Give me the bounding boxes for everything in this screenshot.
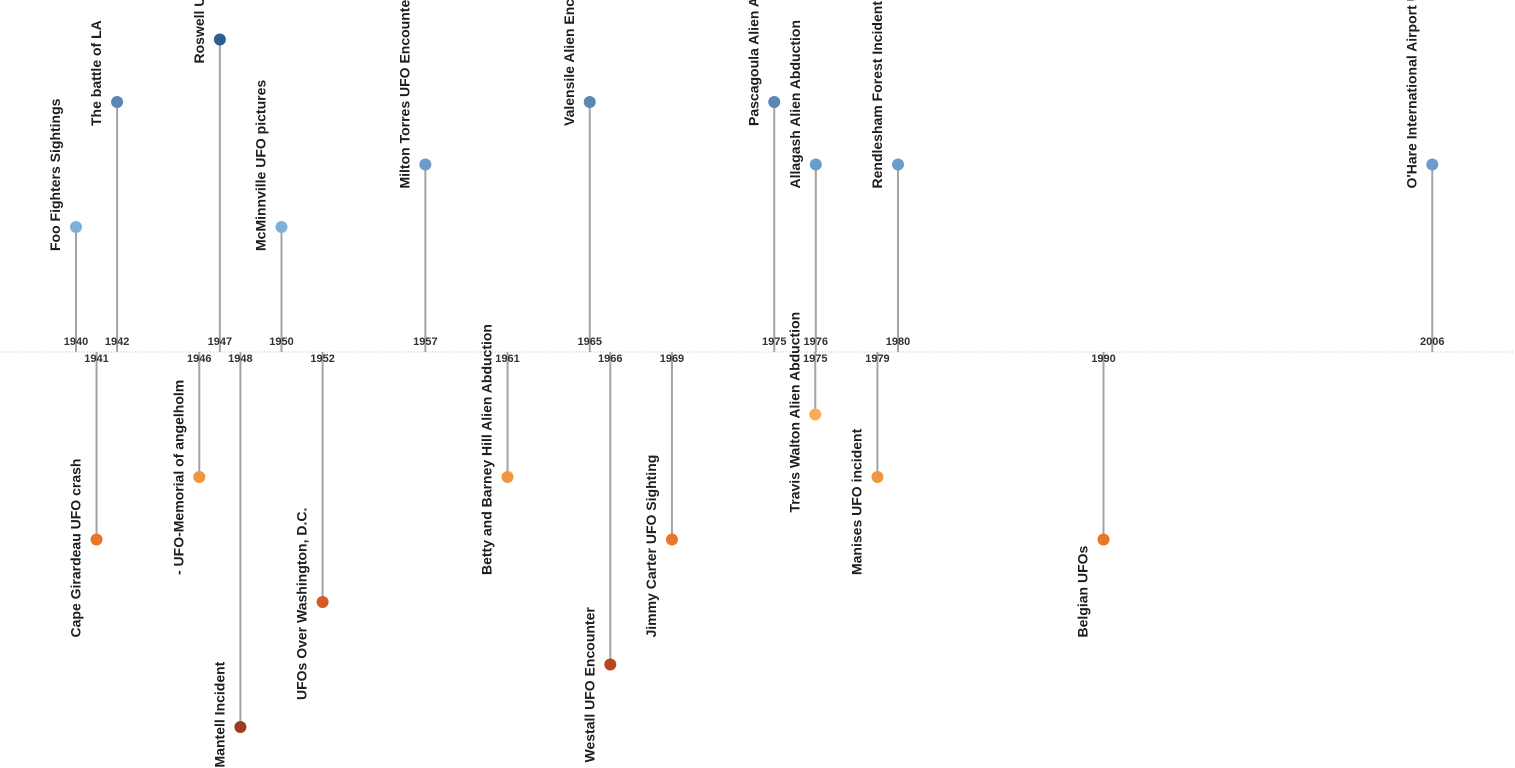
event-10-label: Valensile Alien Encounter (561, 0, 577, 126)
event-9-year: 1961 (495, 353, 519, 365)
event-1-year: 1941 (84, 353, 108, 365)
event-14-dot (809, 408, 822, 421)
event-16-label: Manises UFO incident (848, 428, 864, 575)
event-2-dot (111, 96, 124, 108)
event-19-label: O'Hare International Airport UFO Sightin… (1403, 0, 1419, 189)
event-5-year: 1948 (228, 353, 252, 365)
event-7-dot (316, 596, 329, 608)
event-15-dot (809, 158, 822, 171)
event-9-label: Betty and Barney Hill Alien Abduction (479, 324, 495, 575)
event-11-label: Westall UFO Encounter (581, 607, 597, 763)
event-14-year: 1975 (803, 353, 827, 365)
event-11-dot (604, 658, 617, 671)
event-6-year: 1950 (269, 336, 293, 348)
event-11-year: 1966 (598, 353, 622, 365)
event-3-dot (193, 471, 206, 483)
event-0-dot (70, 221, 82, 233)
event-8-label: Milton Torres UFO Encounter (396, 0, 412, 189)
event-17-dot (892, 158, 904, 171)
event-19-dot (1426, 158, 1439, 171)
event-13-label: Pascagoula Alien Abduction (745, 0, 761, 126)
event-15-year: 1976 (804, 336, 828, 348)
event-8-dot (419, 158, 432, 171)
event-9-dot (501, 471, 514, 483)
event-4-year: 1947 (208, 336, 232, 348)
timeline-events: 1940 Foo Fighters Sightings 1941 Cape Girar… (47, 0, 1445, 768)
event-4-label: Roswell UFO Crash (191, 0, 207, 64)
event-15-label: Allagash Alien Abduction (787, 20, 803, 189)
event-12-dot (665, 533, 678, 546)
event-5-dot (234, 721, 247, 733)
event-1-dot (90, 533, 103, 546)
event-16-dot (871, 471, 884, 483)
event-6-label: McMinnville UFO pictures (253, 80, 269, 251)
event-0-label: Foo Fighters Sightings (47, 98, 63, 251)
event-10-dot (583, 96, 596, 108)
event-4-dot (213, 33, 226, 46)
event-12-label: Jimmy Carter UFO Sighting (643, 455, 659, 638)
event-19-year: 2006 (1420, 336, 1444, 348)
event-16-year: 1979 (865, 353, 889, 365)
event-0-year: 1940 (64, 336, 88, 348)
event-10-year: 1965 (578, 336, 602, 348)
event-2-label: The battle of LA (88, 20, 104, 126)
event-7-label: UFOs Over Washington, D.C. (294, 508, 310, 700)
event-13-dot (768, 96, 781, 108)
event-3-label: - UFO-Memorial of angelholm (170, 380, 186, 575)
event-6-dot (275, 221, 288, 233)
event-17-label: Rendlesham Forest Incident (869, 1, 885, 189)
event-12-year: 1969 (660, 353, 684, 365)
event-18-label: Belgian UFOs (1075, 545, 1091, 637)
event-7-year: 1952 (310, 353, 334, 365)
event-14-label: Travis Walton Alien Abduction (786, 312, 802, 513)
event-3-year: 1946 (187, 353, 211, 365)
event-5-label: Thomas Mantell Incident (211, 661, 227, 768)
event-8-year: 1957 (413, 336, 437, 348)
event-18-dot (1097, 533, 1110, 546)
event-13-year: 1975 (762, 336, 786, 348)
event-2-year: 1942 (105, 336, 129, 348)
event-17-year: 1980 (886, 336, 910, 348)
event-1-label: Cape Girardeau UFO crash (68, 459, 84, 638)
event-18-year: 1990 (1091, 353, 1115, 365)
